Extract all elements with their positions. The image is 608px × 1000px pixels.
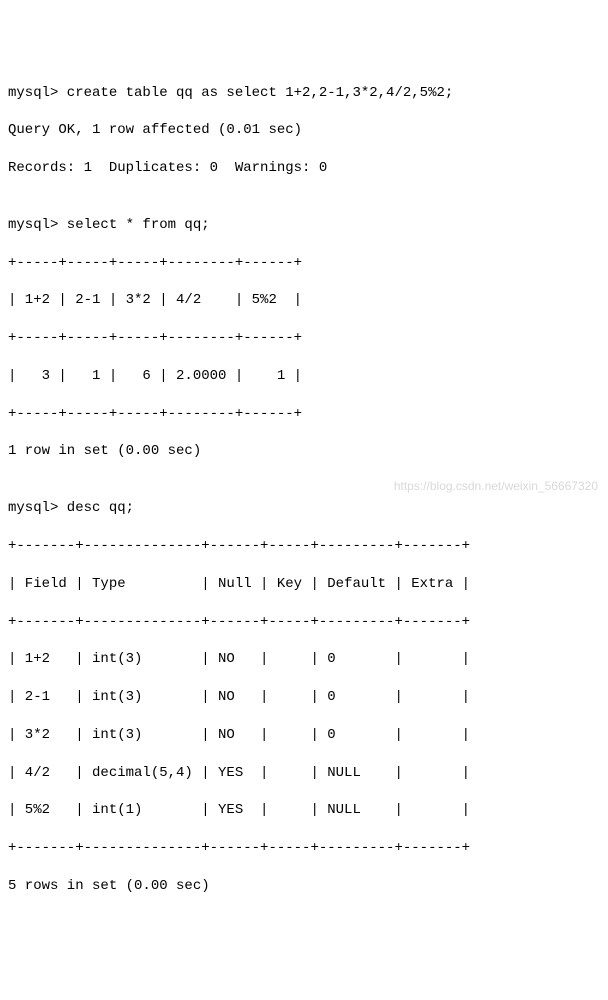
desc-border: +-------+--------------+------+-----+---… bbox=[8, 613, 600, 632]
result-queryok: Query OK, 1 row affected (0.01 sec) bbox=[8, 121, 600, 140]
desc-border: +-------+--------------+------+-----+---… bbox=[8, 537, 600, 556]
cmd-create: mysql> create table qq as select 1+2,2-1… bbox=[8, 84, 600, 103]
select-row: | 3 | 1 | 6 | 2.0000 | 1 | bbox=[8, 367, 600, 386]
desc-footer: 5 rows in set (0.00 sec) bbox=[8, 877, 600, 896]
select-border: +-----+-----+-----+--------+------+ bbox=[8, 254, 600, 273]
desc-border: +-------+--------------+------+-----+---… bbox=[8, 839, 600, 858]
select-border: +-----+-----+-----+--------+------+ bbox=[8, 329, 600, 348]
select-footer: 1 row in set (0.00 sec) bbox=[8, 442, 600, 461]
desc-row: | 3*2 | int(3) | NO | | 0 | | bbox=[8, 726, 600, 745]
cmd-select: mysql> select * from qq; bbox=[8, 216, 600, 235]
watermark: https://blog.csdn.net/weixin_56667320 bbox=[394, 478, 598, 494]
cmd-desc: mysql> desc qq; bbox=[8, 499, 600, 518]
desc-row: | 4/2 | decimal(5,4) | YES | | NULL | | bbox=[8, 764, 600, 783]
select-border: +-----+-----+-----+--------+------+ bbox=[8, 405, 600, 424]
desc-row: | 1+2 | int(3) | NO | | 0 | | bbox=[8, 650, 600, 669]
select-header: | 1+2 | 2-1 | 3*2 | 4/2 | 5%2 | bbox=[8, 291, 600, 310]
desc-row: | 5%2 | int(1) | YES | | NULL | | bbox=[8, 801, 600, 820]
result-records: Records: 1 Duplicates: 0 Warnings: 0 bbox=[8, 159, 600, 178]
desc-row: | 2-1 | int(3) | NO | | 0 | | bbox=[8, 688, 600, 707]
desc-header: | Field | Type | Null | Key | Default | … bbox=[8, 575, 600, 594]
